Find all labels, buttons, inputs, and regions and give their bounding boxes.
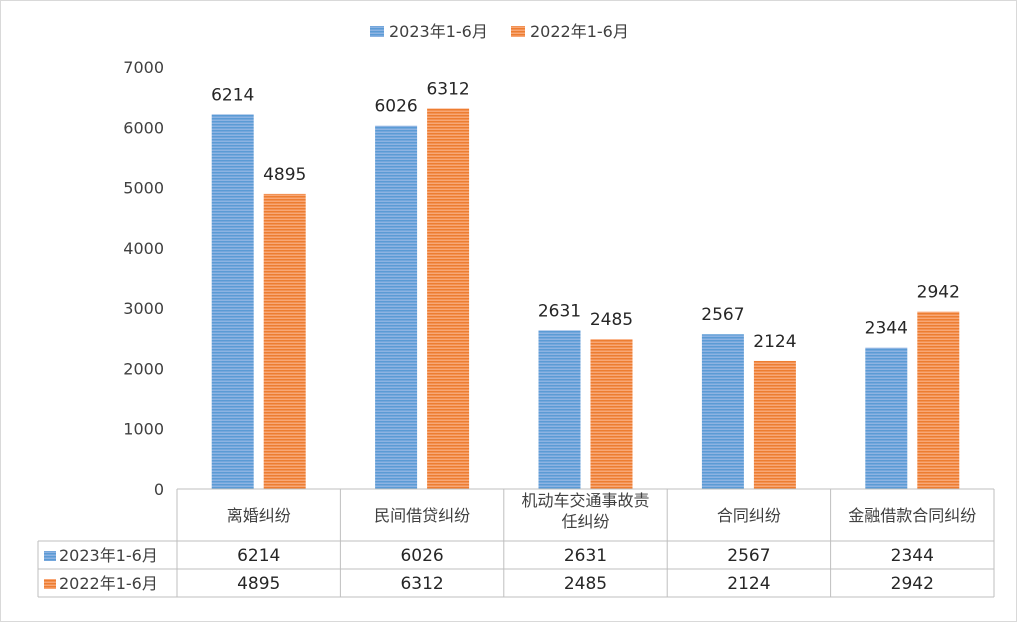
table-cell: 2942 <box>891 574 934 594</box>
bar-2-3 <box>590 339 633 489</box>
bar-1-4 <box>701 334 744 489</box>
category-label: 金融借款合同纠纷 <box>848 506 976 525</box>
table-cell: 2344 <box>891 546 934 566</box>
bar-2-1 <box>263 193 306 489</box>
data-label: 2124 <box>753 332 796 352</box>
category-label: 民间借贷纠纷 <box>374 506 470 525</box>
legend-label-2: 2022年1-6月 <box>530 22 629 41</box>
bar-1-1 <box>211 114 254 489</box>
data-label: 6312 <box>426 79 469 99</box>
y-tick-label: 3000 <box>123 299 164 318</box>
legend-label-1: 2023年1-6月 <box>389 22 488 41</box>
legend-swatch-2 <box>511 26 525 37</box>
table-legend-key-2 <box>44 579 56 589</box>
category-label: 合同纠纷 <box>717 506 781 525</box>
table-cell: 6312 <box>400 574 443 594</box>
category-label: 机动车交通事故责任纠纷 <box>521 491 649 531</box>
table-series-name: 2022年1-6月 <box>59 574 158 593</box>
bar-1-3 <box>538 330 581 489</box>
bar-1-2 <box>375 125 418 489</box>
legend: 2023年1-6月 2022年1-6月 <box>370 22 629 41</box>
y-tick-label: 4000 <box>123 239 164 258</box>
data-table-grid <box>37 488 995 598</box>
table-series-name: 2023年1-6月 <box>59 546 158 565</box>
legend-swatch-1 <box>370 26 384 37</box>
y-tick-label: 5000 <box>123 179 164 198</box>
y-tick-label: 1000 <box>123 420 164 439</box>
y-tick-label: 2000 <box>123 359 164 378</box>
table-cell: 2567 <box>727 546 770 566</box>
category-label: 离婚纠纷 <box>227 506 291 525</box>
data-label: 6214 <box>211 85 254 105</box>
table-cell: 2485 <box>564 574 607 594</box>
y-tick-label: 0 <box>154 480 164 499</box>
bar-2-4 <box>753 360 796 489</box>
data-label: 6026 <box>374 97 417 117</box>
data-label: 4895 <box>263 165 306 185</box>
data-label: 2344 <box>865 319 908 339</box>
data-label: 2631 <box>538 301 581 321</box>
data-label: 2567 <box>701 305 744 325</box>
table-cell: 6214 <box>237 546 280 566</box>
data-label: 2942 <box>917 283 960 303</box>
data-label: 2485 <box>590 310 633 330</box>
table-legend-key-1 <box>44 551 56 561</box>
table-cell: 6026 <box>400 546 443 566</box>
y-tick-label: 7000 <box>123 58 164 77</box>
bar-2-2 <box>427 108 470 490</box>
table-cell: 2631 <box>564 546 607 566</box>
bar-2-5 <box>917 311 960 489</box>
table-cell: 4895 <box>237 574 280 594</box>
y-tick-label: 6000 <box>123 118 164 137</box>
table-cell: 2124 <box>727 574 770 594</box>
bar-1-5 <box>865 347 908 489</box>
